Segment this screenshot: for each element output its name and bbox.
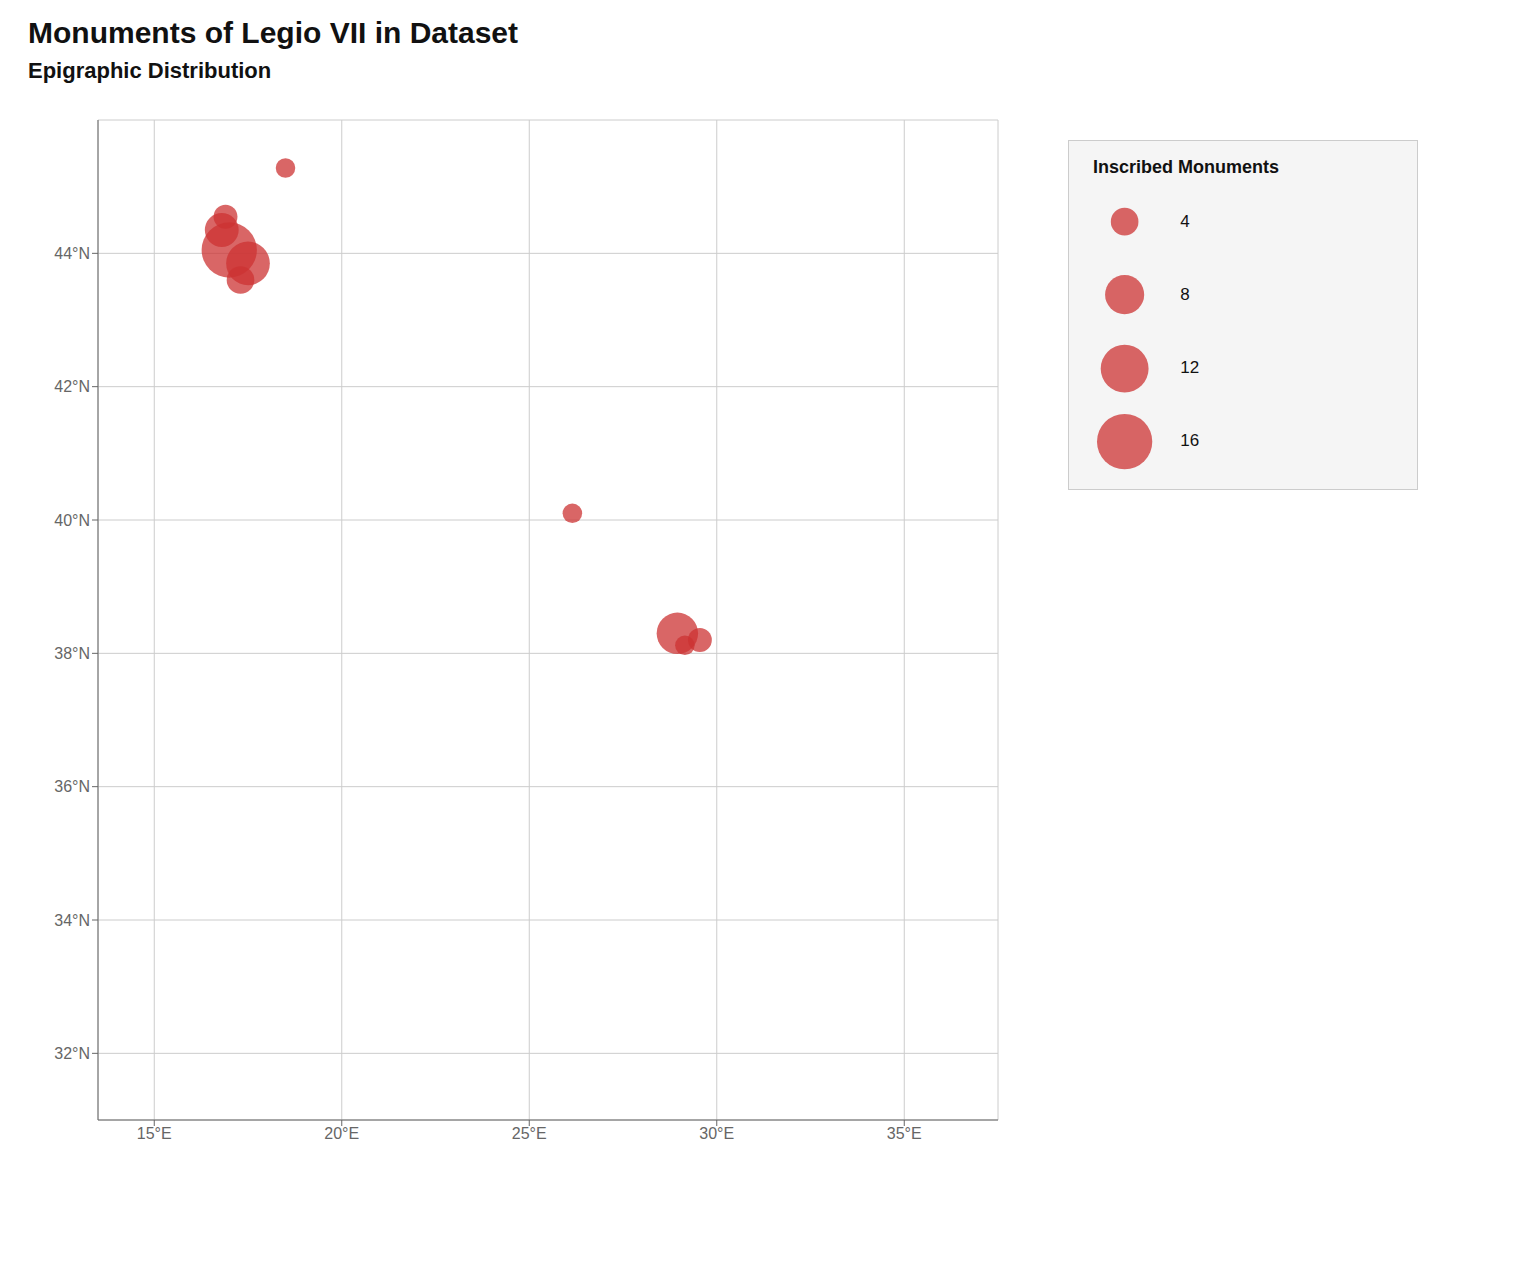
svg-text:15°E: 15°E xyxy=(137,1125,172,1142)
svg-text:25°E: 25°E xyxy=(512,1125,547,1142)
html-text:Epigraphic Distribution: Epigraphic Distribution xyxy=(28,58,272,83)
svg-text:42°N: 42°N xyxy=(54,378,90,395)
svg-text:36°N: 36°N xyxy=(54,778,90,795)
svg-text:32°N: 32°N xyxy=(54,1045,90,1062)
html-text:12: 12 xyxy=(1180,358,1200,378)
svg-text:40°N: 40°N xyxy=(54,512,90,529)
html-text:16: 16 xyxy=(1180,431,1200,451)
svg-text:35°E: 35°E xyxy=(887,1125,922,1142)
svg-text:44°N: 44°N xyxy=(54,245,90,262)
html-text:8: 8 xyxy=(1180,284,1190,304)
html-text:4: 4 xyxy=(1180,211,1190,231)
svg-text:38°N: 38°N xyxy=(54,645,90,662)
svg-text:30°E: 30°E xyxy=(699,1125,734,1142)
svg-text:34°N: 34°N xyxy=(54,912,90,929)
html-text:Monuments of Legio VII in Data: Monuments of Legio VII in Dataset xyxy=(28,16,518,49)
svg-text:20°E: 20°E xyxy=(324,1125,359,1142)
html-text:Inscribed Monuments: Inscribed Monuments xyxy=(1093,157,1279,177)
